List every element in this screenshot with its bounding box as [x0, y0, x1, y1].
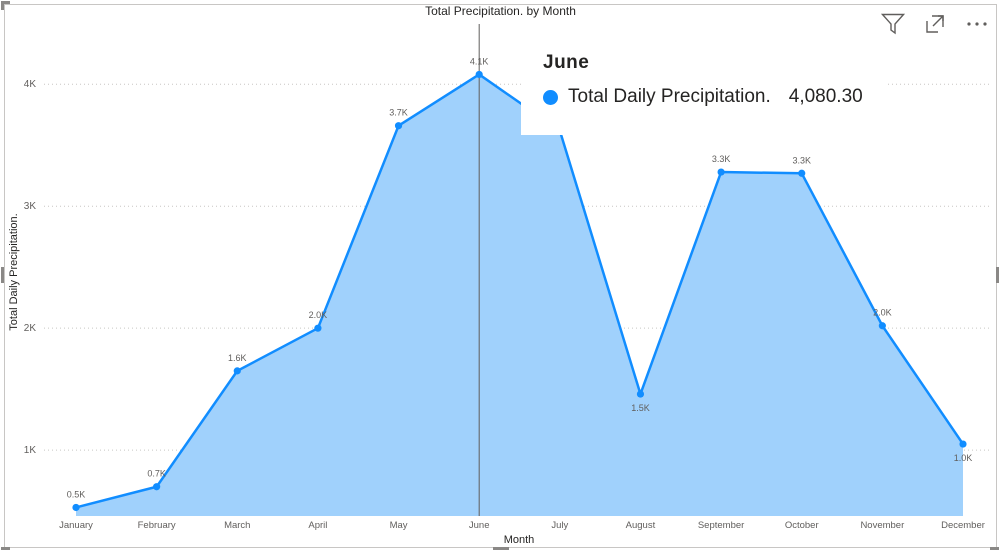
- data-label: 2.0K: [309, 310, 328, 320]
- data-point[interactable]: [879, 322, 886, 329]
- area-fill: [76, 74, 963, 516]
- x-tick-label: August: [626, 520, 656, 531]
- data-label: 1.0K: [954, 453, 973, 463]
- data-label: 3.3K: [712, 154, 731, 164]
- data-label: 1.5K: [631, 403, 650, 413]
- data-label: 3.7K: [389, 108, 408, 118]
- data-point[interactable]: [959, 440, 966, 447]
- x-axis-ticks: January February March April May June July Augu…: [59, 520, 985, 531]
- x-tick-label: November: [860, 520, 904, 531]
- data-label: 4.1K: [470, 56, 489, 66]
- x-tick-label: July: [551, 520, 568, 531]
- data-point[interactable]: [72, 504, 79, 511]
- data-point[interactable]: [637, 390, 644, 397]
- y-tick-label: 2K: [24, 323, 37, 334]
- y-tick-label: 1K: [24, 445, 37, 456]
- data-point[interactable]: [234, 367, 241, 374]
- tooltip: June Total Daily Precipitation. 4,080.30: [521, 40, 886, 135]
- x-tick-label: February: [138, 520, 176, 531]
- y-axis-title: Total Daily Precipitation.: [8, 213, 20, 330]
- tooltip-series-dot-icon: [543, 90, 558, 105]
- x-tick-label: June: [469, 520, 490, 531]
- x-tick-label: October: [785, 520, 819, 531]
- y-tick-label: 4K: [24, 79, 37, 90]
- tooltip-series-label: Total Daily Precipitation.: [568, 86, 771, 108]
- x-tick-label: April: [308, 520, 327, 531]
- data-point[interactable]: [798, 170, 805, 177]
- y-tick-label: 3K: [24, 201, 37, 212]
- tooltip-title: June: [543, 52, 864, 74]
- data-point[interactable]: [717, 168, 724, 175]
- x-tick-label: May: [390, 520, 408, 531]
- data-label: 1.6K: [228, 353, 247, 363]
- x-axis-title: Month: [504, 534, 535, 546]
- data-point[interactable]: [476, 71, 483, 78]
- area-fill-shape: [76, 74, 963, 516]
- data-point[interactable]: [314, 325, 321, 332]
- x-tick-label: September: [698, 520, 744, 531]
- data-point[interactable]: [153, 483, 160, 490]
- data-label: 0.5K: [67, 489, 86, 499]
- data-label: 3.3K: [792, 155, 811, 165]
- x-tick-label: March: [224, 520, 250, 531]
- data-label: 2.0K: [873, 308, 892, 318]
- tooltip-row: Total Daily Precipitation. 4,080.30: [543, 86, 864, 108]
- y-axis-ticks: 1K 2K 3K 4K: [24, 79, 37, 456]
- x-tick-label: January: [59, 520, 93, 531]
- x-tick-label: December: [941, 520, 985, 531]
- data-label: 0.7K: [147, 469, 166, 479]
- tooltip-value: 4,080.30: [789, 86, 863, 108]
- data-point[interactable]: [395, 122, 402, 129]
